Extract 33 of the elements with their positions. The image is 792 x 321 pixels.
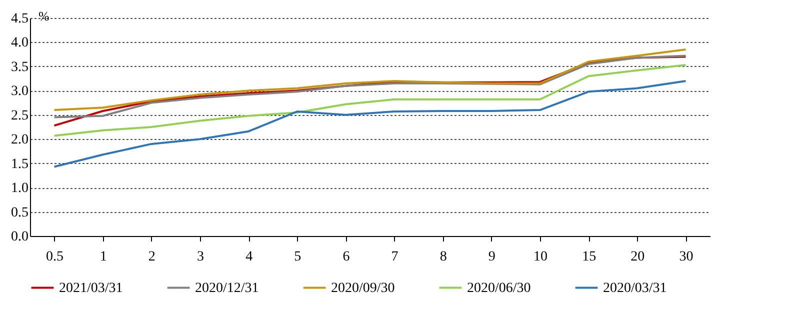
x-tick-label: 0.5 bbox=[46, 250, 64, 264]
legend-label: 2020/03/31 bbox=[603, 280, 667, 296]
x-tick-label: 3 bbox=[197, 250, 204, 264]
y-tick-label: 3.5 bbox=[11, 60, 28, 75]
legend-label: 2020/12/31 bbox=[195, 280, 259, 296]
y-axis-title: % bbox=[38, 8, 50, 24]
legend-label: 2020/09/30 bbox=[331, 280, 395, 296]
y-tick-label: 2.0 bbox=[11, 132, 28, 148]
x-tick-label: 30 bbox=[679, 250, 694, 264]
y-tick-label: 1.5 bbox=[11, 156, 28, 172]
x-tick-label: 8 bbox=[440, 250, 447, 264]
y-tick-label: 4.0 bbox=[11, 36, 28, 51]
x-tick-label: 9 bbox=[488, 250, 496, 264]
x-tick-label: 7 bbox=[391, 250, 398, 264]
y-tick-label: 3.0 bbox=[11, 84, 28, 100]
y-tick-label: 1.0 bbox=[11, 181, 28, 196]
x-tick-label: 1 bbox=[100, 250, 107, 264]
line-series bbox=[53, 48, 687, 112]
y-tick-label: 2.5 bbox=[11, 108, 28, 124]
x-tick-label: 20 bbox=[630, 250, 645, 264]
line-series bbox=[53, 64, 687, 137]
x-tick-label: 2 bbox=[148, 250, 156, 264]
x-tick-label: 6 bbox=[342, 250, 350, 264]
y-tick-label: 0.0 bbox=[11, 230, 28, 244]
x-tick-label: 5 bbox=[294, 250, 302, 264]
x-tick-label: 10 bbox=[534, 250, 548, 264]
y-tick-label: 4.5 bbox=[11, 12, 28, 26]
legend-label: 2020/06/30 bbox=[467, 280, 531, 296]
line-series bbox=[53, 80, 687, 168]
x-tick-label: 15 bbox=[582, 250, 596, 264]
x-tick-label: 4 bbox=[246, 250, 253, 264]
legend-label: 2021/03/31 bbox=[59, 280, 123, 296]
y-tick-label: 0.5 bbox=[11, 205, 28, 220]
